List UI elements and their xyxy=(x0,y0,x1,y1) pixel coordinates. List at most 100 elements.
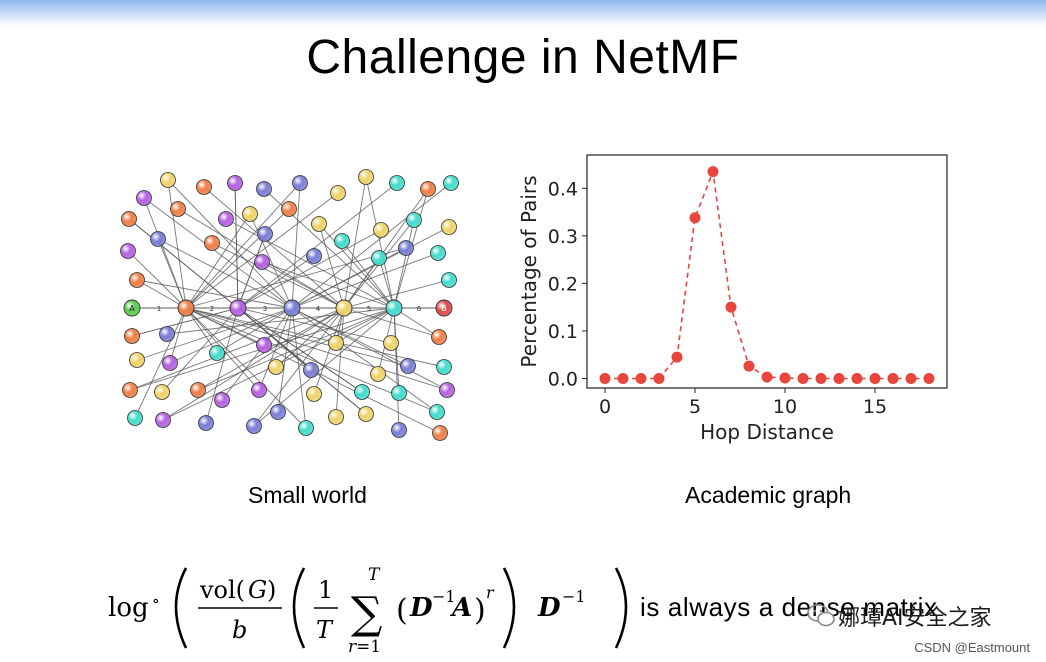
network-node xyxy=(124,328,140,344)
network-node xyxy=(256,337,272,353)
network-hub-node xyxy=(177,299,195,317)
network-node xyxy=(328,335,344,351)
svg-text:∑: ∑ xyxy=(351,588,382,639)
network-node xyxy=(436,359,452,375)
network-node xyxy=(162,355,178,371)
network-node xyxy=(159,326,175,342)
network-node xyxy=(443,175,459,191)
network-node xyxy=(196,179,212,195)
x-tick-label: 0 xyxy=(599,396,611,418)
network-node xyxy=(330,185,346,201)
network-node xyxy=(334,233,350,249)
svg-text:r: r xyxy=(486,583,495,602)
network-node xyxy=(354,384,370,400)
series-line xyxy=(605,171,929,380)
network-node xyxy=(391,422,407,438)
x-tick-label: 15 xyxy=(863,396,887,418)
svg-text:A: A xyxy=(449,593,472,623)
data-point xyxy=(743,360,755,372)
data-point xyxy=(797,372,809,384)
network-node xyxy=(370,366,386,382)
x-tick-label: 10 xyxy=(773,396,797,418)
network-node xyxy=(389,175,405,191)
watermark-text: 娜璋AI安全之家 xyxy=(838,606,992,631)
network-node xyxy=(154,384,170,400)
slide-title: Challenge in NetMF xyxy=(306,31,740,84)
data-point xyxy=(761,371,773,383)
network-node xyxy=(190,382,206,398)
node-label-a: A xyxy=(129,304,135,313)
network-node xyxy=(306,248,322,264)
credit-text: CSDN @Eastmount xyxy=(914,640,1030,655)
data-point xyxy=(725,301,737,313)
network-node xyxy=(420,181,436,197)
svg-text:=1: =1 xyxy=(356,637,381,657)
data-point xyxy=(923,372,935,384)
network-node xyxy=(251,382,267,398)
network-node xyxy=(254,254,270,270)
node-label-b: B xyxy=(441,304,447,313)
hop-distance-chart: 0 5 10 15 0.0 0.1 0.2 0.3 0.4 Hop Distance Percent… xyxy=(517,154,948,444)
network-node xyxy=(328,409,344,425)
network-node xyxy=(136,190,152,206)
network-hub-node xyxy=(385,299,403,317)
y-axis-label: Percentage of Pairs xyxy=(517,175,541,367)
svg-text:b: b xyxy=(232,616,247,644)
network-node xyxy=(358,169,374,185)
chain-label: 2 xyxy=(210,305,214,313)
data-point xyxy=(905,372,917,384)
chain-label: 4 xyxy=(316,305,321,313)
network-node xyxy=(430,245,446,261)
network-node xyxy=(122,382,138,398)
network-hub-node xyxy=(283,299,301,317)
y-tick-label: 0.2 xyxy=(548,273,578,295)
network-node xyxy=(121,211,137,227)
network-node xyxy=(292,175,308,191)
y-tick-label: 0.3 xyxy=(548,226,578,248)
network-node xyxy=(160,172,176,188)
network-node xyxy=(429,404,445,420)
svg-text:∘: ∘ xyxy=(152,591,160,610)
network-node xyxy=(120,243,136,259)
network-node xyxy=(204,235,220,251)
svg-text:vol(: vol( xyxy=(199,576,245,604)
network-node xyxy=(406,212,422,228)
svg-text:D: D xyxy=(409,593,433,623)
network-node xyxy=(256,181,272,197)
y-tick-label: 0.4 xyxy=(548,178,578,200)
network-node xyxy=(246,418,262,434)
network-node xyxy=(155,412,171,428)
network-node xyxy=(214,392,230,408)
svg-text:T: T xyxy=(368,565,381,585)
data-point xyxy=(653,372,665,384)
network-node xyxy=(373,222,389,238)
network-node xyxy=(150,231,166,247)
data-point xyxy=(635,372,647,384)
wechat-icon xyxy=(807,604,835,627)
network-node xyxy=(398,240,414,256)
y-tick-label: 0.1 xyxy=(548,321,578,343)
svg-text:D: D xyxy=(537,593,561,623)
data-point xyxy=(851,372,863,384)
network-node xyxy=(242,206,258,222)
network-hub-node xyxy=(335,299,353,317)
data-point xyxy=(617,372,629,384)
network-node xyxy=(441,219,457,235)
data-point xyxy=(671,351,683,363)
network-node xyxy=(127,410,143,426)
data-point xyxy=(887,372,899,384)
network-node xyxy=(270,404,286,420)
formula-suffix: is always a dense matrix xyxy=(640,592,938,622)
network-node xyxy=(311,216,327,232)
network-node xyxy=(268,359,284,375)
network-node xyxy=(209,345,225,361)
network-node xyxy=(281,201,297,217)
network-node xyxy=(170,201,186,217)
network-hub-node xyxy=(435,299,453,317)
network-node xyxy=(298,420,314,436)
network-node xyxy=(227,175,243,191)
svg-text:1: 1 xyxy=(318,576,333,604)
data-point xyxy=(833,372,845,384)
right-caption: Academic graph xyxy=(685,482,852,508)
data-point xyxy=(869,372,881,384)
